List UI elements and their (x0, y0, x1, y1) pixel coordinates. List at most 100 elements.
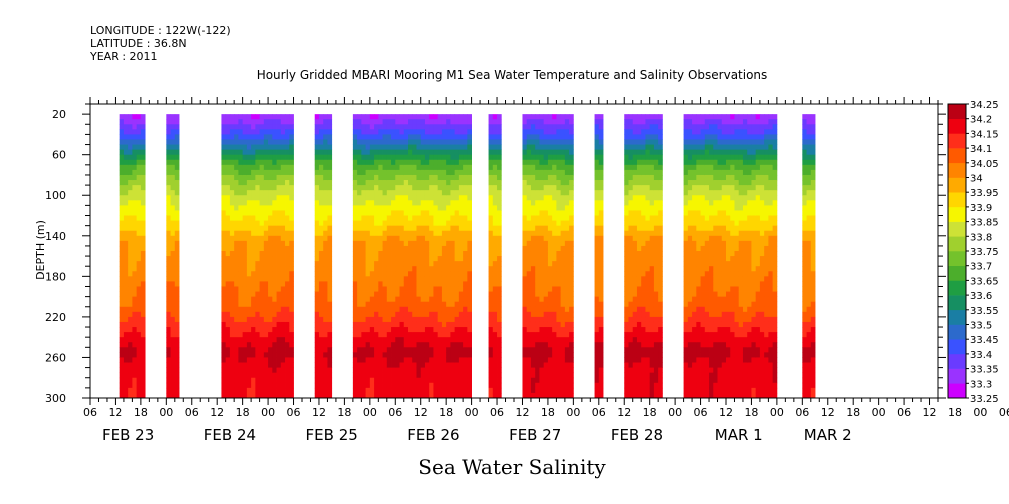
heatmap-cell (259, 129, 265, 135)
heatmap-cell (170, 291, 176, 298)
heatmap-cell (649, 129, 655, 135)
heatmap-cell (242, 215, 248, 221)
heatmap-cell (492, 316, 498, 323)
heatmap-cell (543, 291, 549, 298)
heatmap-cell (450, 286, 456, 292)
heatmap-cell (357, 301, 362, 308)
heatmap-cell (263, 174, 269, 181)
heatmap-cell (488, 276, 494, 282)
heatmap-cell (386, 296, 392, 303)
heatmap-cell (263, 164, 269, 171)
heatmap-cell (221, 169, 227, 176)
heatmap-cell (556, 119, 562, 125)
heatmap-cell (255, 342, 260, 348)
heatmap-cell (564, 185, 570, 191)
heatmap-cell (569, 149, 574, 156)
heatmap-cell (318, 180, 324, 186)
heatmap-cell (450, 332, 456, 338)
heatmap-cell (374, 392, 379, 398)
heatmap-cell (645, 261, 651, 267)
heatmap-cell (560, 159, 566, 166)
heatmap-cell (361, 174, 366, 181)
heatmap-cell (242, 291, 248, 298)
heatmap-cell (246, 256, 252, 262)
heatmap-cell (497, 337, 502, 343)
heatmap-cell (289, 159, 294, 166)
heatmap-cell (246, 134, 252, 140)
heatmap-cell (624, 144, 629, 151)
heatmap-cell (454, 301, 460, 308)
heatmap-cell (391, 215, 396, 221)
heatmap-cell (132, 387, 138, 394)
heatmap-cell (552, 159, 557, 166)
heatmap-cell (403, 220, 409, 227)
heatmap-cell (624, 372, 629, 379)
heatmap-cell (636, 332, 642, 338)
heatmap-cell (522, 164, 528, 171)
heatmap-cell (535, 134, 540, 140)
heatmap-cell (327, 144, 333, 151)
heatmap-cell (395, 169, 400, 176)
heatmap-cell (391, 169, 396, 176)
heatmap-cell (696, 306, 701, 313)
heatmap-cell (522, 154, 528, 161)
heatmap-cell (119, 124, 125, 130)
heatmap-cell (386, 245, 392, 252)
heatmap-cell (467, 124, 472, 130)
heatmap-cell (539, 185, 545, 191)
heatmap-cell (700, 164, 706, 171)
heatmap-cell (547, 256, 553, 262)
heatmap-cell (234, 306, 239, 313)
heatmap-cell (653, 185, 659, 191)
heatmap-cell (318, 169, 324, 176)
heatmap-cell (166, 225, 171, 232)
data-segment (522, 114, 574, 398)
heatmap-cell (700, 210, 706, 216)
heatmap-cell (369, 185, 375, 191)
heatmap-cell (378, 271, 383, 277)
heatmap-cell (136, 311, 142, 318)
heatmap-cell (251, 200, 256, 206)
heatmap-cell (361, 251, 366, 257)
heatmap-cell (594, 210, 600, 216)
heatmap-cell (238, 235, 244, 242)
heatmap-cell (251, 362, 256, 368)
heatmap-cell (229, 281, 235, 287)
heatmap-cell (420, 220, 426, 227)
heatmap-cell (318, 240, 324, 247)
heatmap-cell (598, 377, 604, 384)
heatmap-cell (497, 296, 502, 303)
heatmap-cell (535, 210, 540, 216)
heatmap-cell (687, 220, 693, 227)
heatmap-cell (391, 382, 396, 389)
heatmap-cell (314, 195, 320, 201)
heatmap-cell (560, 306, 566, 313)
heatmap-cell (357, 342, 362, 348)
heatmap-cell (323, 149, 328, 156)
heatmap-cell (251, 332, 256, 338)
heatmap-cell (136, 159, 142, 166)
heatmap-cell (132, 291, 138, 298)
heatmap-cell (658, 139, 663, 145)
heatmap-cell (289, 352, 294, 358)
heatmap-cell (441, 220, 447, 227)
heatmap-cell (446, 382, 451, 389)
heatmap-cell (437, 342, 443, 348)
heatmap-cell (539, 154, 545, 161)
heatmap-cell (395, 392, 400, 398)
heatmap-cell (458, 316, 464, 323)
heatmap-cell (408, 337, 413, 343)
heatmap-cell (441, 149, 447, 156)
heatmap-cell (280, 144, 286, 151)
heatmap-cell (128, 266, 133, 272)
heatmap-cell (492, 362, 498, 368)
heatmap-cell (229, 180, 235, 186)
heatmap-cell (560, 352, 566, 358)
heatmap-cell (441, 159, 447, 166)
heatmap-cell (450, 352, 456, 358)
heatmap-cell (251, 271, 256, 277)
heatmap-cell (374, 372, 379, 379)
heatmap-cell (649, 205, 655, 211)
heatmap-cell (314, 169, 320, 176)
heatmap-cell (560, 245, 566, 252)
